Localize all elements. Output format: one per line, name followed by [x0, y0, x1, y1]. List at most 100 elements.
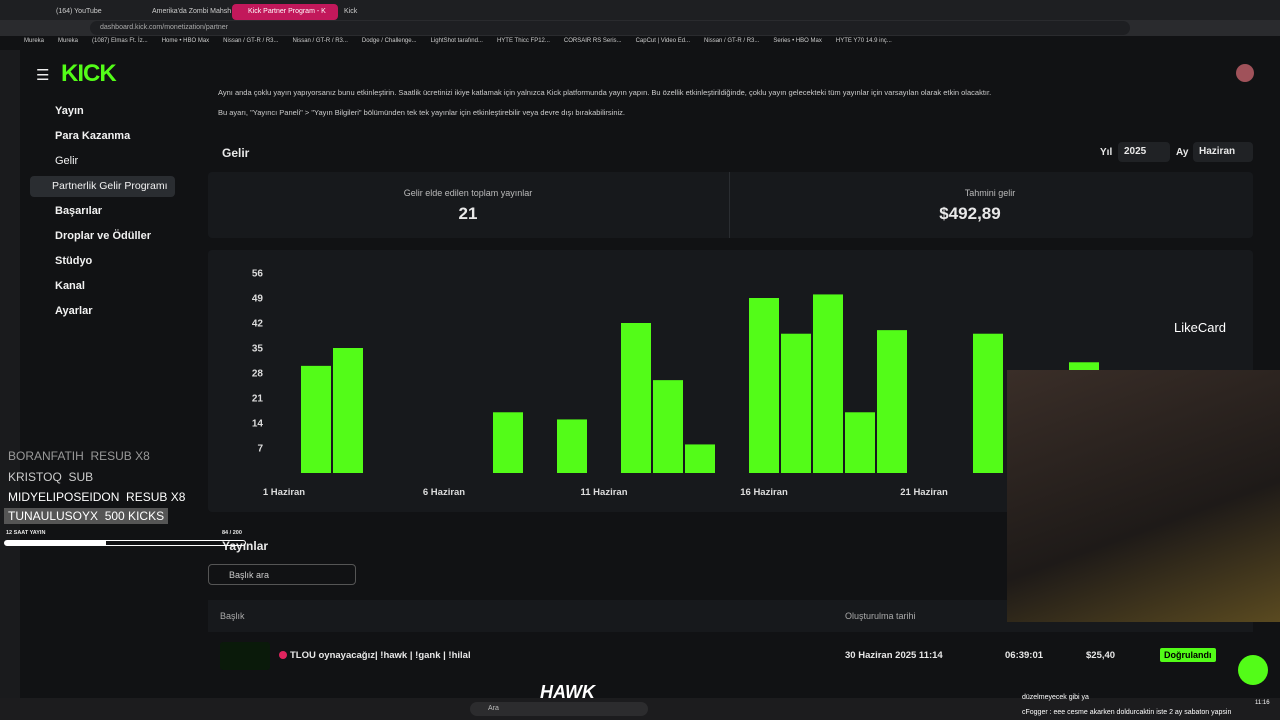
label: Ay [1176, 147, 1189, 158]
bookmark[interactable]: Nissan / GT-R / R3... [704, 38, 760, 44]
goal-progress: 84 / 200 [222, 530, 242, 536]
bookmark[interactable]: Series • HBO Max [773, 38, 822, 44]
chat-line: düzelmeyecek gibi ya [1022, 694, 1089, 701]
bookmark[interactable]: Home • HBO Max [161, 38, 210, 44]
search-input[interactable]: Başlık ara [208, 564, 356, 585]
y-tick-label: 7 [257, 444, 263, 455]
section-title: Gelir [222, 146, 250, 160]
status-badge: Doğrulandı [1160, 648, 1216, 662]
stat-label: Tahmini gelir [964, 188, 1016, 198]
y-tick-label: 42 [252, 319, 264, 330]
browser-sidebar [0, 50, 20, 700]
address-bar[interactable]: dashboard.kick.com/monetization/partner [90, 21, 1130, 35]
alert-user: BORANFATIH [8, 449, 84, 463]
stat-value: 21 [458, 204, 478, 223]
nav-item[interactable]: Para Kazanma [55, 130, 131, 142]
bookmark[interactable]: HYTE Thicc FP12... [496, 38, 550, 44]
nav-item[interactable]: Kanal [55, 280, 85, 292]
month-dropdown[interactable]: Haziran [1193, 142, 1253, 162]
y-tick-label: 56 [252, 269, 264, 280]
alert-user: TUNAULUSOYX [8, 509, 99, 523]
section-title: Yayınlar [222, 539, 269, 553]
stat-label: Gelir elde edilen toplam yayınlar [403, 188, 533, 198]
bar [685, 444, 715, 473]
divider [729, 172, 730, 238]
alert-event: SUB [68, 470, 94, 484]
notice-line: Bu ayarı, "Yayıncı Paneli" > "Yayın Bilg… [218, 108, 626, 117]
bar [333, 348, 363, 473]
stream-amount: $25,40 [1086, 650, 1116, 661]
y-tick-label: 14 [252, 419, 264, 430]
nav-item[interactable]: Droplar ve Ödüller [55, 230, 151, 242]
alert-event: 500 KICKS [104, 509, 165, 523]
bookmark[interactable]: Nissan / GT-R / R3... [292, 38, 348, 44]
bookmark[interactable]: CapCut | Video Ed... [635, 38, 691, 44]
bookmark[interactable]: (1087) Elmas Ft. İz... [92, 38, 148, 44]
column-header[interactable]: Oluşturulma tarihi [845, 611, 916, 621]
y-tick-label: 49 [252, 294, 264, 305]
webcam [1007, 370, 1280, 622]
stream-date: 30 Haziran 2025 11:14 [845, 650, 943, 661]
stat-value: $492,89 [939, 204, 1001, 223]
bar [653, 380, 683, 473]
clock: 11:16 [1255, 700, 1270, 706]
bookmark[interactable]: Nissan / GT-R / R3... [223, 38, 279, 44]
tab-active[interactable]: Kick Partner Program - K [232, 4, 338, 20]
stats-card [208, 172, 1253, 238]
nav-item[interactable]: Başarılar [55, 205, 103, 217]
logo[interactable]: KICK [61, 60, 117, 87]
bar [749, 298, 779, 473]
alert-event: RESUB X8 [90, 449, 150, 463]
bar [845, 412, 875, 473]
nav-selected [30, 176, 175, 197]
alert-user: KRISTOQ [8, 470, 62, 484]
bookmark[interactable]: Dodge / Challenge... [361, 38, 417, 44]
year-dropdown[interactable]: 2025 [1118, 142, 1170, 162]
bookmark[interactable]: CORSAIR RS Seris... [563, 38, 622, 44]
bookmark[interactable]: LightShot tarafınd... [430, 38, 483, 44]
y-tick-label: 35 [252, 344, 264, 355]
x-tick-label: 21 Haziran [900, 487, 948, 498]
bookmark[interactable]: Mureka [58, 38, 79, 44]
stream-title[interactable]: TLOU oynayacağız| !hawk | !gank | !hilal [290, 650, 471, 661]
brand-overlay: HAWK [540, 682, 595, 702]
nav-subitem[interactable]: Gelir [55, 155, 79, 167]
tab[interactable]: Kick [344, 8, 358, 15]
nav-subitem-active[interactable]: Partnerlik Gelir Programı [52, 180, 168, 192]
y-tick-label: 28 [252, 369, 264, 380]
help-button[interactable] [1238, 655, 1268, 685]
alert-user: MIDYELIPOSEIDON [8, 490, 120, 504]
x-tick-label: 1 Haziran [263, 487, 305, 498]
nav-item[interactable]: Ayarlar [55, 305, 93, 317]
x-tick-label: 6 Haziran [423, 487, 465, 498]
bar [813, 294, 843, 473]
alert: KRISTOQ SUB [8, 470, 93, 484]
x-tick-label: 11 Haziran [581, 487, 628, 498]
bookmarks-bar: Mureka Mureka (1087) Elmas Ft. İz... Home •… [24, 38, 906, 44]
taskbar-search[interactable]: Ara [470, 702, 648, 716]
bar [621, 323, 651, 473]
column-header[interactable]: Başlık [220, 611, 245, 621]
bar [301, 365, 331, 473]
stream-duration: 06:39:01 [1005, 650, 1044, 661]
menu-icon[interactable]: ☰ [36, 67, 50, 84]
thumbnail[interactable] [220, 642, 270, 670]
tab[interactable]: (164) YouTube [56, 8, 102, 15]
goal-fill [5, 541, 106, 545]
bar [557, 419, 587, 473]
y-tick-label: 21 [252, 394, 264, 405]
nav-item[interactable]: Yayın [55, 105, 84, 117]
tab[interactable]: Amerika'da Zombi Mahsh [152, 8, 232, 15]
avatar[interactable] [1236, 64, 1254, 82]
nav-item[interactable]: Stüdyo [55, 255, 93, 267]
sponsor-logo: LikeCard [1174, 320, 1227, 335]
goal-bar [4, 540, 246, 546]
bar [493, 412, 523, 473]
bar [877, 330, 907, 473]
goal-label: 12 SAAT YAYIN [6, 530, 46, 536]
bookmark[interactable]: Mureka [24, 38, 45, 44]
bookmark[interactable]: HYTE Y70 14.9 inç... [835, 38, 892, 44]
